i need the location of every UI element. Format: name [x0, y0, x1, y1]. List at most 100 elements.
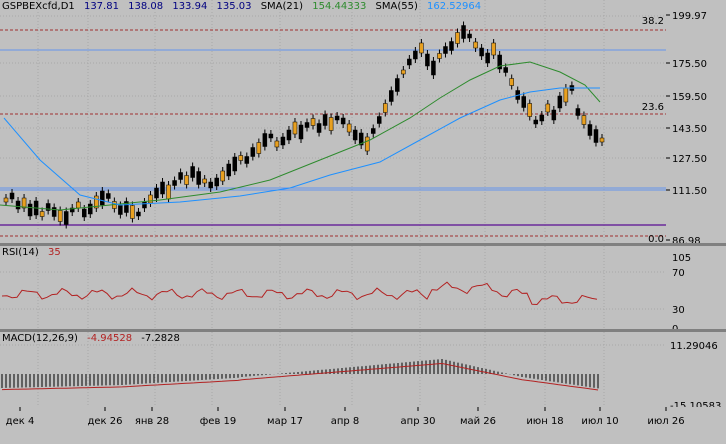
candle-body — [527, 103, 533, 117]
candle-body — [106, 193, 111, 199]
symbol-label: GSPBEXcfd,D1 — [2, 1, 75, 12]
candle-body — [63, 211, 69, 225]
candle-body — [160, 181, 165, 195]
candle-body — [27, 203, 33, 217]
price-axis: 199.97 175.50 159.50 143.50 127.50 111.50 86.9… — [666, 0, 726, 247]
candle-body — [587, 124, 593, 136]
macd-chart[interactable] — [0, 332, 666, 407]
candle-body — [94, 195, 99, 209]
candle-body — [521, 96, 526, 108]
candle-body — [467, 33, 472, 39]
price-tick-label: 159.50 — [672, 92, 707, 103]
candle-body — [274, 140, 280, 148]
candle-body — [57, 210, 63, 222]
candle-body — [280, 136, 286, 146]
fibonacci-label: 38.2 — [642, 16, 664, 27]
candle-body — [298, 124, 304, 140]
candle-body — [100, 190, 105, 206]
time-tick-label: мар 17 — [267, 416, 303, 427]
candle-body — [124, 201, 129, 213]
candle-body — [431, 60, 436, 76]
candle-body — [178, 172, 183, 180]
candle-body — [268, 133, 274, 139]
candle-body — [395, 78, 400, 92]
candle-body — [196, 171, 201, 185]
close-value: 135.03 — [216, 1, 252, 12]
candle-body — [358, 132, 364, 146]
price-header: GSPBEXcfd,D1 137.81 138.08 133.94 135.03… — [2, 1, 487, 12]
candle-body — [485, 52, 490, 64]
time-tick-label: июл 26 — [647, 416, 684, 427]
candle-body — [232, 156, 238, 172]
candle-body — [244, 156, 250, 164]
sma21-line — [0, 61, 601, 211]
sma55-line — [3, 87, 600, 206]
rsi-chart[interactable] — [0, 246, 666, 329]
price-tick-label: 175.50 — [672, 59, 707, 70]
candle-body — [425, 53, 430, 67]
time-tick-label: июн 18 — [526, 416, 563, 427]
macd-signal-line — [1, 362, 599, 391]
candle-body — [39, 211, 45, 217]
candle-body — [190, 166, 195, 178]
candle-body — [377, 116, 382, 124]
candle-body — [214, 177, 219, 187]
candle-body — [136, 211, 141, 217]
price-tick-label: 86.98 — [672, 236, 701, 243]
candle-body — [310, 118, 316, 126]
time-tick-label: янв 28 — [135, 416, 169, 427]
pane-separator[interactable] — [0, 329, 726, 332]
price-tick-label: 111.50 — [672, 186, 707, 197]
price-tick-label: 143.50 — [672, 124, 707, 135]
candle-body — [202, 178, 207, 184]
candle-body — [533, 119, 539, 125]
macd-signal-value: -7.2828 — [141, 333, 180, 344]
rsi-header: RSI(14) 35 — [2, 247, 67, 258]
candle-body — [286, 129, 292, 141]
fibonacci-label: 23.6 — [642, 102, 664, 113]
candle-body — [581, 115, 587, 125]
candle-body — [401, 69, 406, 75]
rsi-tick-label: 70 — [672, 268, 685, 279]
pane-separator[interactable] — [0, 243, 726, 246]
macd-tick-label: 11.29046 — [670, 341, 718, 352]
candle-body — [256, 142, 262, 154]
candle-body — [370, 128, 376, 134]
candle-body — [328, 117, 334, 131]
candle-body — [557, 95, 563, 109]
price-chart[interactable]: 38.2 23.6 0.0 — [0, 0, 666, 245]
candle-body — [9, 192, 15, 200]
rsi-tick-label: 105 — [672, 253, 691, 264]
rsi-tick-label: 30 — [672, 305, 685, 316]
candle-body — [364, 136, 370, 152]
candle-body — [51, 207, 57, 217]
macd-value: -4.94528 — [87, 333, 133, 344]
open-value: 137.81 — [83, 1, 119, 12]
candle-body — [172, 180, 177, 186]
candle-body — [413, 50, 418, 60]
candle-body — [545, 103, 551, 113]
macd-pane[interactable]: MACD(12,26,9) -4.94528 -7.2828 — [0, 332, 666, 407]
rsi-pane[interactable]: RSI(14) 35 — [0, 246, 666, 329]
time-tick-label: апр 8 — [331, 416, 360, 427]
candle-body — [539, 114, 545, 122]
candle-body — [461, 25, 466, 39]
candle-body — [551, 109, 557, 121]
time-tick-label: дек 4 — [6, 416, 35, 427]
candle-body — [250, 147, 256, 157]
candle-body — [322, 114, 328, 126]
sma21-value: 154.44333 — [312, 1, 367, 12]
time-axis: дек 4 дек 26 янв 28 фев 19 мар 17 апр 8 апр 30… — [0, 407, 726, 441]
candle-body — [389, 90, 394, 102]
candle-body — [88, 203, 93, 215]
sma55-value: 162.52964 — [427, 1, 482, 12]
candle-body — [184, 175, 189, 185]
sma21-label: SMA(21) — [260, 1, 304, 12]
candle-body — [443, 46, 448, 54]
candle-body — [118, 205, 123, 215]
candle-body — [238, 155, 244, 161]
candle-body — [220, 170, 225, 182]
fibonacci-label: 0.0 — [648, 234, 664, 243]
candle-body — [292, 121, 298, 135]
price-chart-pane[interactable]: 38.2 23.6 0.0 GSPBEXcfd,D1 137.81 138.08 1… — [0, 0, 666, 245]
